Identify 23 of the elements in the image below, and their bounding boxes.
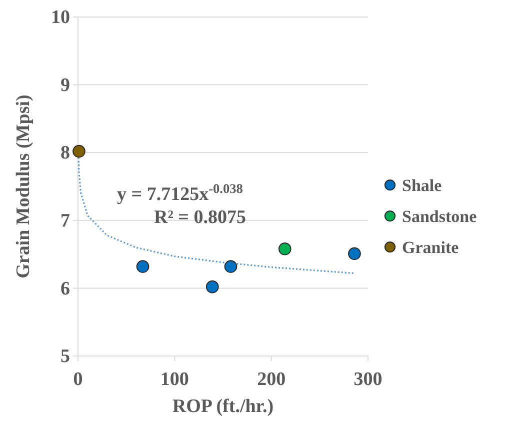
legend-label: Shale (402, 176, 442, 195)
y-tick-label: 10 (51, 7, 70, 28)
point (224, 260, 238, 273)
point (136, 260, 150, 273)
x-tick-label: 0 (73, 368, 83, 390)
annotation: R² = 0.8075 (154, 207, 246, 228)
legend-label: Granite (402, 238, 460, 257)
x-tick-label: 200 (257, 368, 286, 390)
point (278, 242, 292, 256)
x-tick-label: 300 (354, 368, 382, 390)
point (206, 280, 219, 294)
annotation: y = 7.7125x$^{-0.038}$ (117, 180, 244, 205)
x-tick-label: 100 (160, 368, 189, 390)
y-tick-label: 9 (60, 74, 70, 96)
y-tick-label: 8 (60, 142, 70, 164)
y-axis-title: Grain Modulus (Mpsi) (13, 94, 34, 278)
y-tick-label: 5 (60, 346, 70, 368)
legend-label: Sandstone (402, 207, 478, 226)
point (72, 144, 86, 158)
y-tick-label: 7 (60, 210, 70, 232)
point (348, 247, 361, 260)
x-axis-title: ROP (ft./hr.) (172, 396, 274, 417)
y-tick-label: 6 (60, 278, 70, 300)
